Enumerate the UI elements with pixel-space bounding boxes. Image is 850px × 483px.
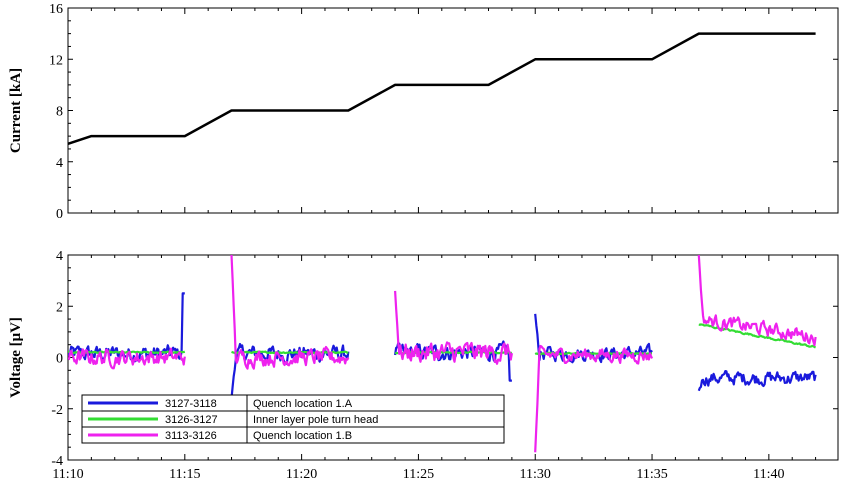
x-tick-label: 11:40 xyxy=(753,467,784,482)
y-tick-label: 16 xyxy=(49,2,63,17)
y-axis-title: Current [kA] xyxy=(8,68,24,153)
legend-series-description: Quench location 1.A xyxy=(253,398,353,410)
x-tick-label: 11:25 xyxy=(403,467,434,482)
y-tick-label: -2 xyxy=(51,403,63,418)
y-tick-label: -4 xyxy=(51,454,63,469)
series-line-3127-3118-segment xyxy=(697,370,817,392)
series-line-3113-3126-segment xyxy=(697,255,817,347)
current-panel: 0 4 8 12 16 Current [kA] xyxy=(8,2,839,222)
series-line-3113-3126-segment xyxy=(68,347,186,370)
legend-series-name: 3127-3118 xyxy=(165,398,217,410)
x-tick-label: 11:15 xyxy=(169,467,200,482)
x-tick-label: 11:30 xyxy=(520,467,551,482)
x-tick-label: 11:35 xyxy=(636,467,667,482)
series-line-3113-3126-segment xyxy=(534,344,654,453)
y-axis-title: Voltage [μV] xyxy=(8,317,24,398)
legend: 3127-3118 Quench location 1.A 3126-3127 Inn… xyxy=(81,394,505,444)
series-line-3113-3126-segment xyxy=(230,255,350,370)
y-tick-label: 0 xyxy=(56,207,63,222)
legend-series-description: Inner layer pole turn head xyxy=(253,414,378,426)
voltage-panel: -4 -2 0 2 4 11:10 11:15 11:20 11:25 11:30 11:35 11:… xyxy=(8,249,839,482)
y-tick-label: 4 xyxy=(56,249,63,264)
plot-frame xyxy=(67,7,839,214)
x-tick-label: 11:10 xyxy=(52,467,83,482)
legend-series-description: Quench location 1.B xyxy=(253,430,352,442)
y-tick-label: 12 xyxy=(49,53,63,68)
series-line-3113-3126-segment xyxy=(394,290,513,365)
y-tick-label: 2 xyxy=(56,300,63,315)
y-tick-label: 8 xyxy=(56,105,63,120)
series-line-3127-3118-segment xyxy=(534,313,653,364)
x-tick-label: 11:20 xyxy=(286,467,317,482)
y-tick-label: 4 xyxy=(56,156,63,171)
series-line xyxy=(68,32,816,145)
y-tick-label: 0 xyxy=(56,352,63,367)
legend-series-name: 3113-3126 xyxy=(165,430,217,442)
legend-series-name: 3126-3127 xyxy=(165,414,218,426)
